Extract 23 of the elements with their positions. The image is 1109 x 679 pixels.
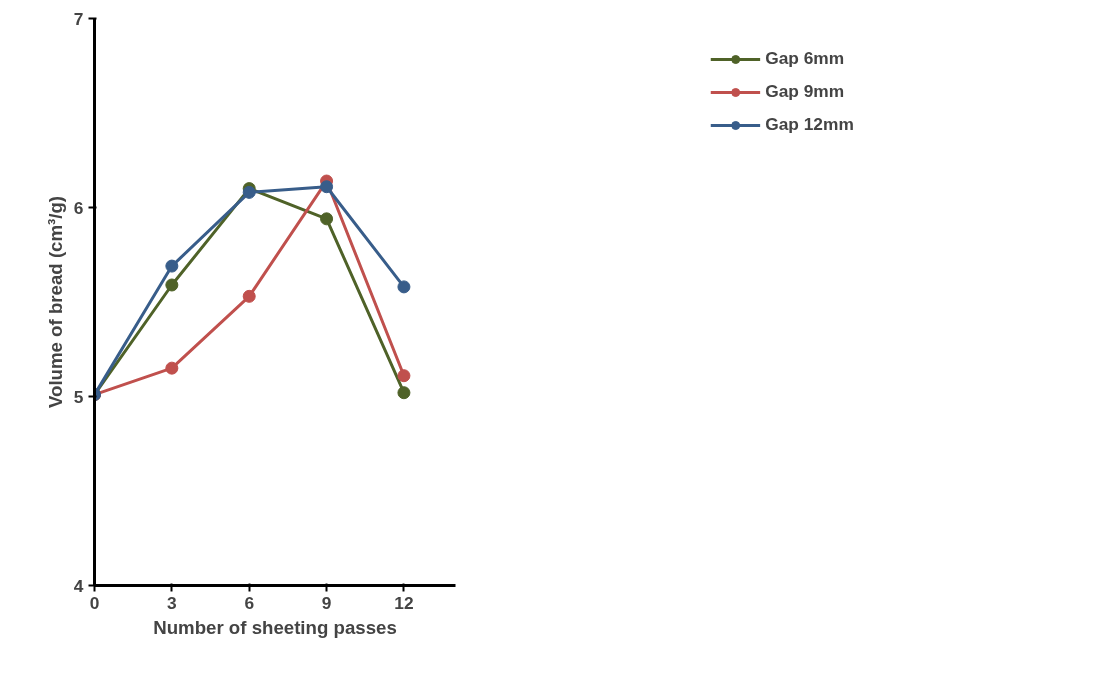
y-tick-label: 4	[73, 575, 84, 596]
x-tick-label: 9	[321, 592, 332, 613]
y-tick-label: 7	[73, 8, 84, 29]
point	[320, 180, 334, 194]
legend-label: Gap 6mm	[765, 48, 845, 69]
y-tick-label: 6	[73, 197, 84, 218]
x-tick-label: 3	[167, 592, 178, 613]
y-tick-label: 5	[73, 386, 84, 407]
point	[165, 361, 179, 375]
legend-label: Gap 9mm	[765, 81, 845, 102]
x-tick-label: 6	[244, 592, 255, 613]
legend-label: Gap 12mm	[765, 114, 854, 135]
x-tick-label: 12	[394, 592, 414, 613]
point	[397, 386, 411, 400]
point	[397, 369, 411, 383]
point	[320, 212, 334, 226]
x-tick-label: 0	[89, 592, 100, 613]
x-axis-title: Number of sheeting passes	[153, 616, 397, 638]
point	[397, 280, 411, 294]
y-axis-title: Volume of bread (cm³/g)	[44, 195, 66, 409]
point	[242, 289, 256, 303]
point	[165, 259, 179, 273]
point	[165, 278, 179, 292]
